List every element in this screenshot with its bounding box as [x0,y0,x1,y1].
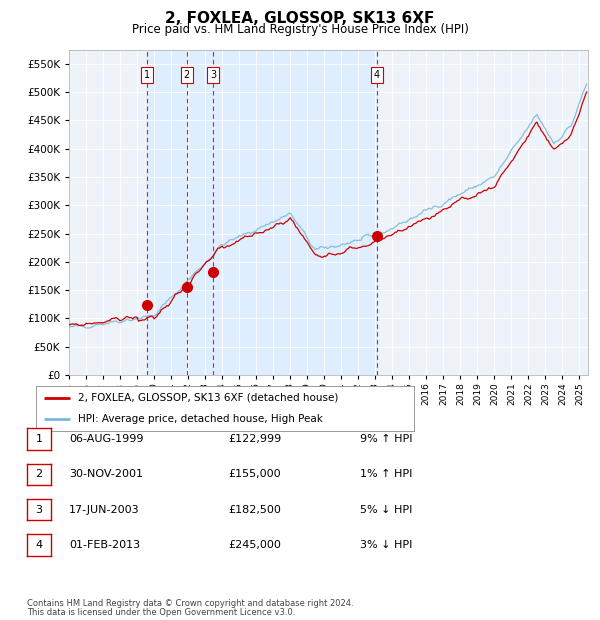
Text: 1% ↑ HPI: 1% ↑ HPI [360,469,412,479]
Bar [147,50,377,375]
Text: £155,000: £155,000 [228,469,281,479]
Text: 17-JUN-2003: 17-JUN-2003 [69,505,140,515]
Text: £182,500: £182,500 [228,505,281,515]
Text: 4: 4 [35,540,43,550]
Text: 3% ↓ HPI: 3% ↓ HPI [360,540,412,550]
Text: £122,999: £122,999 [228,434,281,444]
Text: Contains HM Land Registry data © Crown copyright and database right 2024.: Contains HM Land Registry data © Crown c… [27,599,353,608]
Text: Price paid vs. HM Land Registry's House Price Index (HPI): Price paid vs. HM Land Registry's House … [131,23,469,36]
Text: 1: 1 [35,434,43,444]
Text: 2: 2 [35,469,43,479]
Text: 30-NOV-2001: 30-NOV-2001 [69,469,143,479]
Text: 01-FEB-2013: 01-FEB-2013 [69,540,140,550]
Text: 1: 1 [144,70,151,80]
Text: 2, FOXLEA, GLOSSOP, SK13 6XF: 2, FOXLEA, GLOSSOP, SK13 6XF [166,11,434,26]
Text: 06-AUG-1999: 06-AUG-1999 [69,434,143,444]
Text: HPI: Average price, detached house, High Peak: HPI: Average price, detached house, High… [77,414,322,423]
Text: £245,000: £245,000 [228,540,281,550]
Text: 2: 2 [184,70,190,80]
Text: 9% ↑ HPI: 9% ↑ HPI [360,434,413,444]
Text: 3: 3 [35,505,43,515]
Text: This data is licensed under the Open Government Licence v3.0.: This data is licensed under the Open Gov… [27,608,295,617]
Text: 2, FOXLEA, GLOSSOP, SK13 6XF (detached house): 2, FOXLEA, GLOSSOP, SK13 6XF (detached h… [77,393,338,403]
Text: 3: 3 [210,70,216,80]
Text: 5% ↓ HPI: 5% ↓ HPI [360,505,412,515]
Text: 4: 4 [374,70,380,80]
